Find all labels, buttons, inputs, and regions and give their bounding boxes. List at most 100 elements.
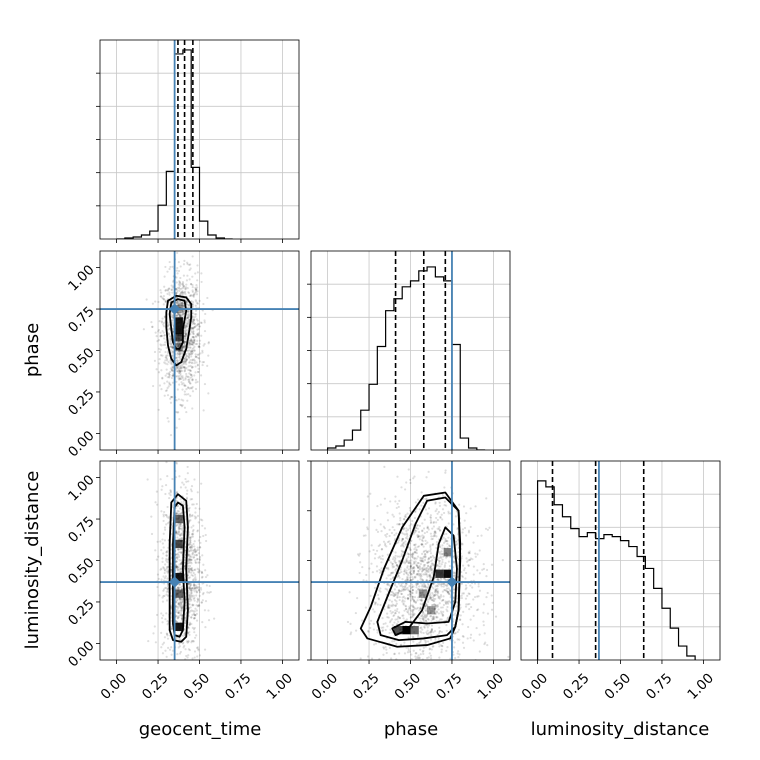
scatter-point [192,583,196,586]
scatter-point [411,614,414,617]
scatter-point [415,526,418,530]
scatter-point [180,512,183,515]
scatter-point [180,609,183,612]
scatter-point [394,500,397,503]
scatter-point [405,587,408,591]
scatter-point [199,518,203,521]
scatter-point [166,292,169,295]
scatter-point [204,626,207,629]
scatter-point [414,652,417,655]
scatter-point [179,603,182,606]
scatter-point [176,523,179,527]
scatter-point [185,654,188,658]
scatter-point [381,629,385,632]
scatter-point [167,372,171,375]
scatter-point [198,360,202,363]
scatter-point [192,594,195,597]
scatter-point [407,648,410,652]
scatter-point [166,386,169,390]
scatter-point [185,328,188,331]
scatter-point [411,586,414,589]
scatter-point [409,579,412,582]
scatter-point [420,626,423,629]
scatter-point [414,661,416,663]
scatter-point [434,604,438,607]
scatter-point [423,584,426,587]
scatter-point [155,613,159,617]
scatter-point [412,640,415,643]
scatter-point [175,599,178,602]
scatter-point [187,626,190,630]
scatter-point [170,284,173,287]
scatter-point [438,561,441,564]
scatter-point [161,296,164,299]
scatter-point [187,314,190,317]
scatter-point [194,299,197,302]
scatter-point [166,522,170,525]
scatter-point [181,599,184,602]
scatter-point [429,566,432,569]
scatter-point [184,368,187,371]
scatter-point [360,619,364,622]
scatter-point [378,589,381,592]
scatter-point [194,342,197,346]
scatter-point [418,524,422,527]
scatter-point [404,513,407,517]
scatter-point [179,291,183,295]
scatter-point [415,557,418,560]
scatter-point [194,286,197,289]
scatter-point [177,345,180,348]
scatter-point [193,478,196,481]
scatter-point [468,602,471,606]
scatter-point [165,570,168,573]
scatter-point [183,291,186,294]
scatter-point [415,651,418,655]
scatter-point [417,596,420,599]
scatter-point [400,674,402,676]
scatter-point [160,612,163,615]
scatter-point [175,560,178,563]
scatter-point [413,548,416,551]
scatter-point [421,529,424,532]
scatter-point [189,584,193,587]
scatter-point [194,584,197,587]
scatter-point [163,334,167,337]
scatter-point [175,601,178,604]
scatter-point [394,611,397,615]
scatter-point [436,678,438,680]
scatter-point [175,301,178,304]
scatter-point [384,544,387,547]
scatter-point [383,608,386,611]
scatter-point [425,604,429,607]
scatter-point [177,616,180,619]
scatter-point [176,341,179,344]
scatter-point [188,353,191,356]
scatter-point [196,646,200,649]
scatter-point [170,543,173,546]
scatter-point [398,522,401,526]
scatter-point [200,280,203,284]
scatter-point [196,546,199,549]
scatter-point [177,646,180,649]
scatter-point [180,527,183,530]
scatter-point [485,568,489,572]
scatter-point [175,597,178,600]
scatter-point [171,354,175,357]
scatter-point [419,606,422,609]
scatter-point [424,616,427,619]
scatter-point [160,388,163,391]
scatter-point [165,632,169,635]
scatter-point [197,356,200,360]
scatter-point [434,589,438,593]
scatter-point [394,556,397,560]
scatter-point [189,610,192,613]
scatter-point [190,532,194,536]
scatter-point [412,612,415,615]
scatter-point [179,300,182,303]
scatter-point [170,568,173,571]
scatter-point [434,530,437,533]
scatter-point [176,565,179,569]
scatter-point [189,623,192,626]
scatter-point [179,611,183,614]
scatter-point [444,601,447,605]
